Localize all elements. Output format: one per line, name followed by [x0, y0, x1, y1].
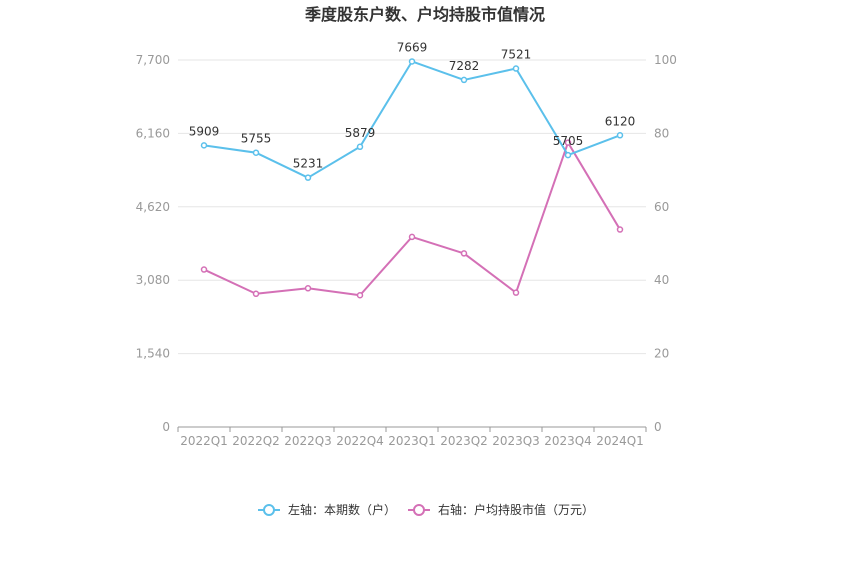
data-label: 5755 — [241, 132, 272, 146]
data-point-left — [616, 132, 624, 139]
data-label: 6120 — [605, 114, 636, 128]
y-right-tick-label: 40 — [654, 273, 669, 287]
y-left-tick-label: 0 — [162, 420, 170, 434]
y-left-tick-label: 6,160 — [136, 126, 170, 140]
y-left-tick-label: 1,540 — [136, 347, 170, 361]
grid — [178, 59, 646, 355]
y-left-tick-label: 4,620 — [136, 200, 170, 214]
data-point-left — [304, 174, 312, 181]
data-point-left — [356, 143, 364, 151]
data-label: 5705 — [553, 134, 584, 148]
y-left-tick-label: 7,700 — [136, 53, 170, 67]
axes: 0 0 1,540 20 3,080 40 4,620 60 6,160 80 7,700 100 20… — [136, 53, 677, 448]
data-point-right — [616, 226, 624, 233]
series-layer: 5909 5755 5231 5879 7669 7282 7521 5705 6120 — [189, 40, 636, 299]
legend-label: 左轴：本期数（户） — [288, 502, 396, 517]
data-point-right — [356, 291, 364, 299]
data-point-left — [408, 58, 416, 65]
data-point-right — [252, 290, 260, 298]
y-right-tick-label: 100 — [654, 53, 677, 67]
data-point-left — [252, 149, 260, 156]
y-right-tick-label: 80 — [654, 126, 669, 140]
data-point-right — [512, 289, 520, 296]
data-point-left — [564, 151, 572, 159]
data-label: 7521 — [501, 48, 532, 62]
y-right-tick-label: 0 — [654, 420, 662, 434]
legend-marker-icon — [263, 504, 275, 516]
data-point-left — [512, 65, 520, 72]
x-tick-label: 2023Q4 — [544, 434, 592, 448]
x-tick-label: 2022Q1 — [180, 434, 228, 448]
legend: 左轴：本期数（户） 右轴：户均持股市值（万元） — [258, 502, 594, 517]
data-point-right — [564, 139, 572, 146]
y-right-tick-label: 60 — [654, 200, 669, 214]
x-tick-label: 2024Q1 — [596, 434, 644, 448]
series-line-left — [203, 60, 621, 179]
x-tick-label: 2023Q3 — [492, 434, 540, 448]
data-point-right — [460, 250, 468, 257]
legend-label: 右轴：户均持股市值（万元） — [438, 502, 594, 517]
x-tick-label: 2023Q2 — [440, 434, 488, 448]
data-label: 7282 — [449, 59, 480, 73]
series-line-right — [203, 141, 621, 297]
chart-title: 季度股东户数、户均持股市值情况 — [304, 5, 545, 24]
data-label: 5909 — [189, 124, 220, 138]
y-left-tick-label: 3,080 — [136, 273, 170, 287]
x-tick-label: 2022Q3 — [284, 434, 332, 448]
data-point-right — [200, 266, 208, 273]
x-tick-label: 2023Q1 — [388, 434, 436, 448]
data-label: 7669 — [397, 40, 428, 54]
data-point-right — [304, 285, 312, 292]
data-point-left — [460, 76, 468, 84]
data-label: 5231 — [293, 157, 324, 171]
y-right-tick-label: 20 — [654, 347, 669, 361]
legend-marker-icon — [413, 504, 425, 516]
x-tick-label: 2022Q2 — [232, 434, 280, 448]
data-point-left — [200, 142, 208, 149]
data-point-right — [408, 233, 416, 241]
data-label: 5879 — [345, 126, 376, 140]
x-tick-label: 2022Q4 — [336, 434, 384, 448]
